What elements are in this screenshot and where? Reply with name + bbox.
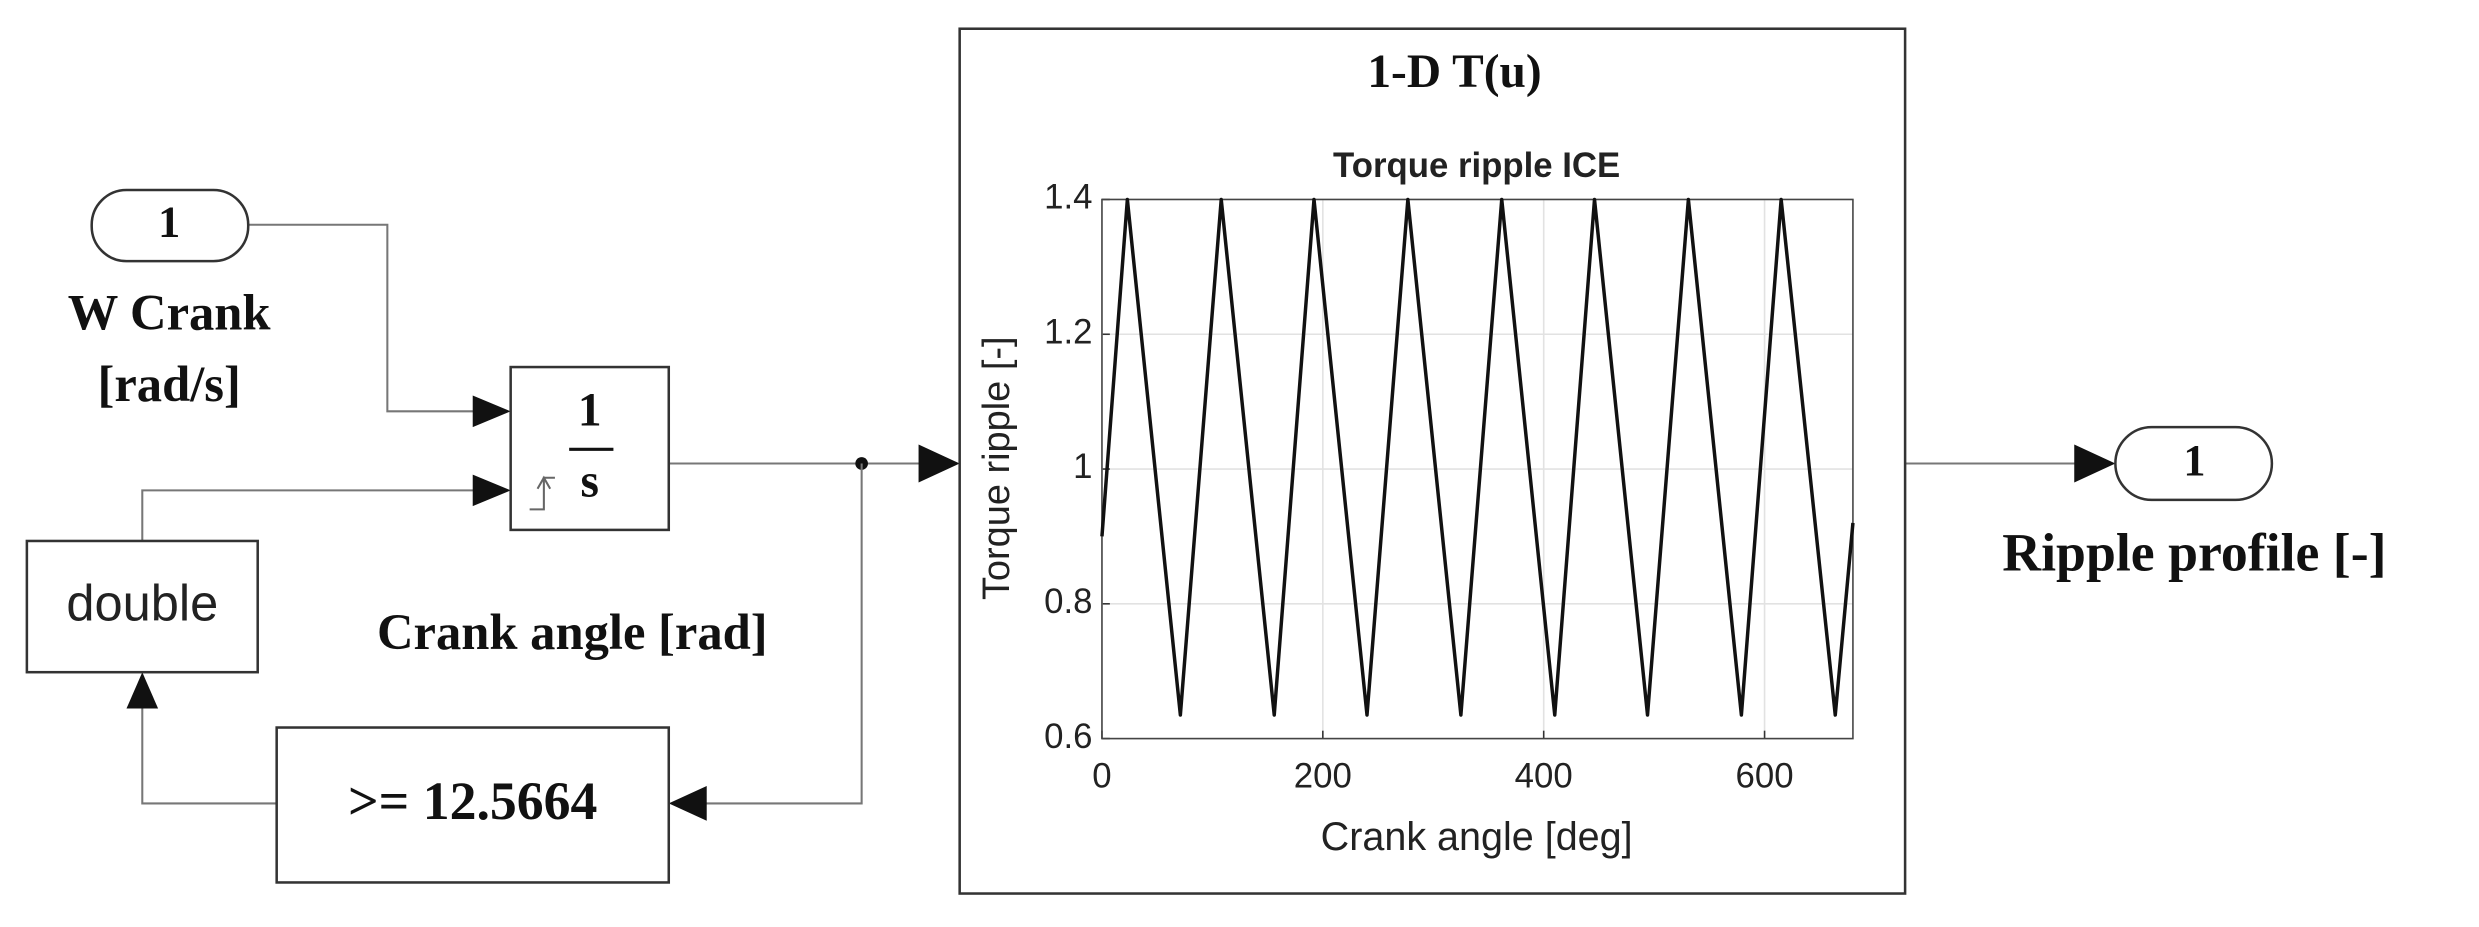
x-axis-label: Crank angle [deg] — [1321, 815, 1633, 859]
x-tick-label: 0 — [1092, 757, 1111, 795]
inport-label: W Crank — [68, 285, 272, 341]
reset-icon — [529, 476, 555, 511]
compare-label: >= 12.5664 — [348, 771, 597, 831]
lookup-title: 1-D T(u) — [1367, 46, 1541, 98]
y-axis-label: Torque ripple [-] — [976, 336, 1018, 600]
arrowhead — [918, 444, 960, 483]
data-line — [1100, 197, 1855, 717]
convert-label: double — [66, 575, 218, 632]
arrowhead — [2074, 444, 2116, 483]
signal-label: Crank angle [rad] — [377, 604, 768, 660]
outport-number: 1 — [2183, 436, 2205, 485]
compare-block — [275, 726, 671, 884]
integrator-denominator: s — [580, 456, 598, 508]
chart-title: Torque ripple ICE — [1333, 147, 1620, 185]
outport-label: Ripple profile [-] — [2002, 523, 2386, 583]
wire — [141, 489, 491, 541]
y-tick-label: 0.8 — [1044, 583, 1092, 621]
reset-icon — [536, 475, 552, 490]
y-tick-label: 1 — [1073, 448, 1092, 486]
outport-block — [2114, 425, 2274, 502]
x-tick-label: 600 — [1736, 757, 1794, 795]
convert-block — [25, 539, 259, 674]
arrowhead — [472, 395, 511, 428]
y-tick-label: 0.6 — [1044, 718, 1092, 756]
wire — [689, 463, 863, 805]
y-tick-label: 1.2 — [1044, 313, 1092, 351]
axes-box — [1101, 198, 1854, 740]
inport-label: [rad/s] — [98, 356, 241, 412]
integrator-numerator: 1 — [578, 384, 602, 436]
arrowhead — [472, 474, 511, 507]
arrowhead — [668, 786, 707, 821]
y-tick-label: 1.4 — [1044, 179, 1092, 217]
plot: Torque ripple ICE Crank angle [deg] Torq… — [976, 147, 1855, 859]
wire — [248, 223, 491, 413]
arrowhead — [126, 672, 159, 709]
wire — [141, 692, 277, 805]
inport-number: 1 — [158, 198, 180, 247]
x-tick-label: 400 — [1515, 757, 1573, 795]
inport-block — [90, 188, 250, 263]
x-tick-label: 200 — [1294, 757, 1352, 795]
